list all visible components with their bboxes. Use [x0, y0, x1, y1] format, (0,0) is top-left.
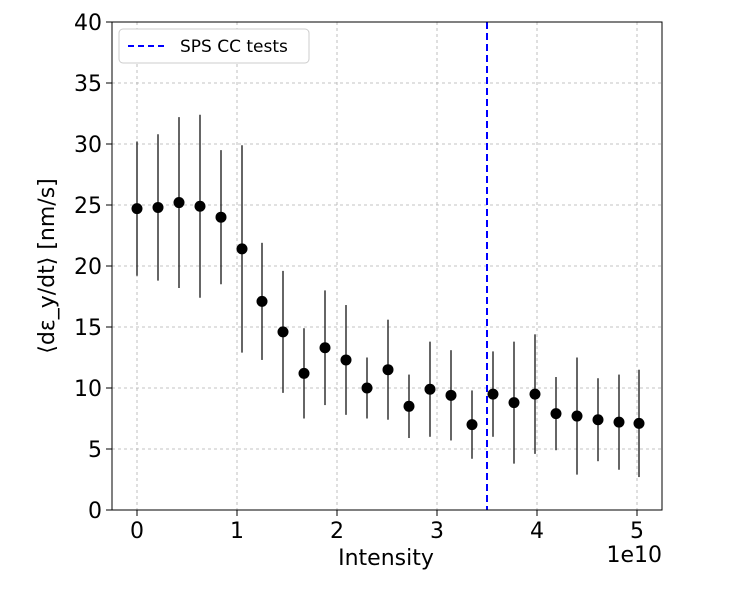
- data-point: [592, 414, 604, 426]
- data-point: [613, 416, 625, 428]
- legend-label-sps-cc-tests: SPS CC tests: [180, 37, 288, 57]
- x-tick-label: 0: [130, 519, 144, 544]
- y-tick-label: 30: [74, 133, 102, 158]
- data-point: [256, 295, 268, 307]
- data-point: [382, 364, 394, 376]
- x-tick-label: 2: [330, 519, 344, 544]
- data-point: [236, 243, 248, 255]
- data-point: [508, 397, 520, 409]
- data-point: [424, 383, 436, 395]
- data-point: [445, 389, 457, 401]
- plot-frame: [111, 21, 663, 511]
- y-tick-label: 35: [74, 72, 102, 97]
- data-point: [152, 201, 164, 213]
- data-point: [340, 354, 352, 366]
- data-point: [131, 203, 143, 215]
- data-point: [319, 342, 331, 354]
- data-point: [529, 388, 541, 400]
- data-point: [298, 367, 310, 379]
- data-point: [633, 417, 645, 429]
- data-point: [194, 200, 206, 212]
- data-point: [550, 408, 562, 420]
- data-point: [215, 211, 227, 223]
- legend-box: [118, 28, 310, 64]
- y-tick-label: 25: [74, 194, 102, 219]
- y-tick-label: 20: [74, 255, 102, 280]
- data-point: [173, 197, 185, 209]
- y-tick-label: 15: [74, 316, 102, 341]
- data-point: [487, 388, 499, 400]
- x-tick-label: 3: [430, 519, 444, 544]
- y-tick-label: 40: [74, 11, 102, 36]
- data-point: [403, 400, 415, 412]
- x-tick-label: 1: [230, 519, 244, 544]
- y-axis-label: ⟨dε_y/dt⟩ [nm/s]: [35, 178, 60, 353]
- x-axis-multiplier: 1e10: [606, 543, 662, 568]
- x-axis-label: Intensity: [338, 546, 434, 571]
- x-tick-label: 4: [530, 519, 544, 544]
- y-tick-label: 0: [88, 499, 102, 524]
- data-point: [466, 419, 478, 431]
- axes: 0 1 2 3 4 5 0 5 10 15 20 25 30 35 40: [74, 11, 663, 544]
- y-tick-label: 5: [88, 438, 102, 463]
- y-tick-label: 10: [74, 377, 102, 402]
- data-point: [361, 382, 373, 394]
- data-point: [277, 326, 289, 338]
- data-point: [571, 410, 583, 422]
- legend: SPS CC tests: [118, 28, 310, 64]
- x-tick-label: 5: [630, 519, 644, 544]
- data-series: [131, 114, 645, 478]
- grid: [112, 21, 662, 511]
